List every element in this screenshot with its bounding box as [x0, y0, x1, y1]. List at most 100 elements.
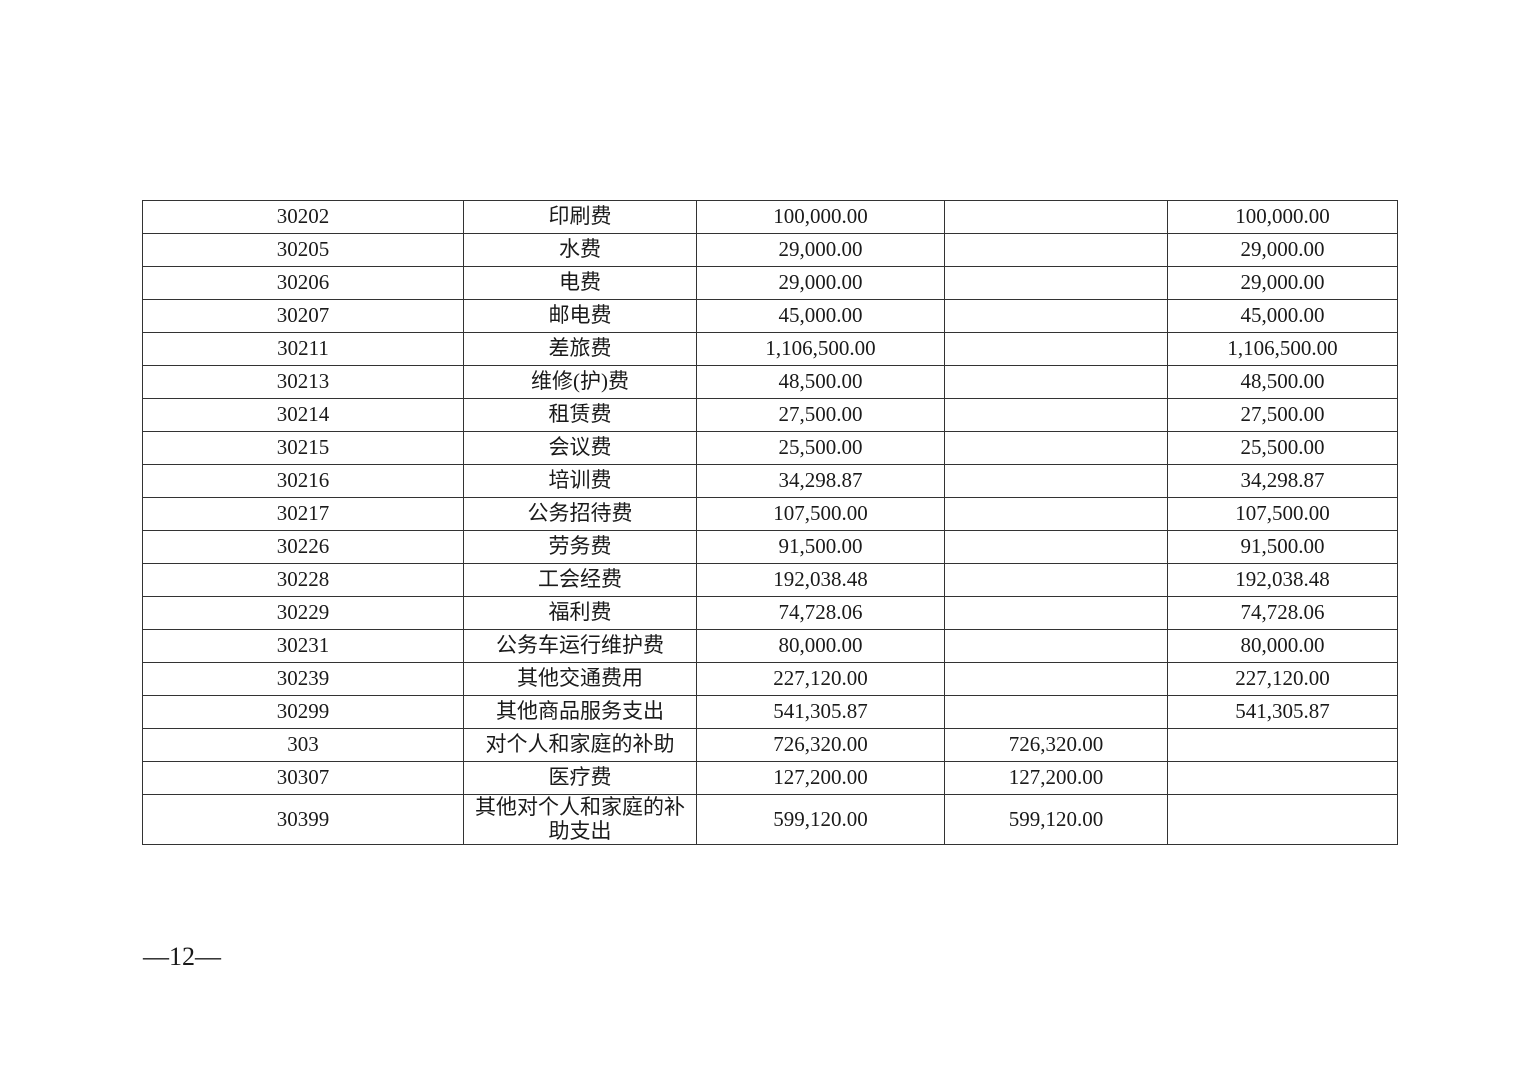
item-name-cell: 其他交通费用	[463, 662, 697, 696]
amount-cell-3	[1167, 761, 1398, 795]
page-number: —12—	[143, 942, 221, 971]
amount-cell-3: 80,000.00	[1167, 629, 1398, 663]
item-name-cell: 培训费	[463, 464, 697, 498]
amount-cell-1: 541,305.87	[696, 695, 945, 729]
code-cell: 30202	[142, 200, 464, 234]
code-cell: 30207	[142, 299, 464, 333]
table-row: 30307 医疗费 127,200.00 127,200.00	[142, 761, 1398, 795]
amount-cell-3: 34,298.87	[1167, 464, 1398, 498]
amount-cell-3: 91,500.00	[1167, 530, 1398, 564]
item-name-cell: 其他商品服务支出	[463, 695, 697, 729]
item-name-cell: 租赁费	[463, 398, 697, 432]
amount-cell-2: 599,120.00	[944, 793, 1168, 846]
code-cell: 30229	[142, 596, 464, 630]
amount-cell-3	[1167, 793, 1398, 846]
amount-cell-3: 27,500.00	[1167, 398, 1398, 432]
amount-cell-1: 1,106,500.00	[696, 332, 945, 366]
table-row: 30299 其他商品服务支出 541,305.87 541,305.87	[142, 695, 1398, 729]
amount-cell-1: 48,500.00	[696, 365, 945, 399]
amount-cell-3	[1167, 728, 1398, 762]
amount-cell-3: 45,000.00	[1167, 299, 1398, 333]
code-cell: 30211	[142, 332, 464, 366]
code-cell: 30205	[142, 233, 464, 267]
amount-cell-2: 127,200.00	[944, 761, 1168, 795]
code-cell: 30226	[142, 530, 464, 564]
amount-cell-1: 227,120.00	[696, 662, 945, 696]
amount-cell-1: 29,000.00	[696, 266, 945, 300]
amount-cell-1: 726,320.00	[696, 728, 945, 762]
amount-cell-2	[944, 431, 1168, 465]
amount-cell-3: 29,000.00	[1167, 233, 1398, 267]
item-name-cell: 电费	[463, 266, 697, 300]
item-name-cell: 水费	[463, 233, 697, 267]
amount-cell-3: 1,106,500.00	[1167, 332, 1398, 366]
code-cell: 30399	[142, 793, 464, 846]
code-cell: 30215	[142, 431, 464, 465]
table-row: 30399 其他对个人和家庭的补助支出 599,120.00 599,120.00	[142, 793, 1398, 846]
item-name-cell: 公务车运行维护费	[463, 629, 697, 663]
expenditure-table: 30202 印刷费 100,000.00 100,000.00 30205 水费 29,00…	[142, 200, 1398, 846]
code-cell: 30231	[142, 629, 464, 663]
amount-cell-2	[944, 497, 1168, 531]
amount-cell-1: 29,000.00	[696, 233, 945, 267]
table-row: 30228 工会经费 192,038.48 192,038.48	[142, 563, 1398, 597]
item-name-cell: 差旅费	[463, 332, 697, 366]
amount-cell-2: 726,320.00	[944, 728, 1168, 762]
item-name-cell: 维修(护)费	[463, 365, 697, 399]
amount-cell-2	[944, 563, 1168, 597]
amount-cell-2	[944, 200, 1168, 234]
item-name-cell: 福利费	[463, 596, 697, 630]
item-name-cell: 对个人和家庭的补助	[463, 728, 697, 762]
code-cell: 30299	[142, 695, 464, 729]
amount-cell-1: 91,500.00	[696, 530, 945, 564]
amount-cell-1: 34,298.87	[696, 464, 945, 498]
code-cell: 30206	[142, 266, 464, 300]
table-row: 30214 租赁费 27,500.00 27,500.00	[142, 398, 1398, 432]
code-cell: 303	[142, 728, 464, 762]
table-row: 30206 电费 29,000.00 29,000.00	[142, 266, 1398, 300]
amount-cell-3: 48,500.00	[1167, 365, 1398, 399]
amount-cell-2	[944, 398, 1168, 432]
amount-cell-1: 80,000.00	[696, 629, 945, 663]
amount-cell-2	[944, 299, 1168, 333]
amount-cell-3: 227,120.00	[1167, 662, 1398, 696]
item-name-cell: 邮电费	[463, 299, 697, 333]
amount-cell-2	[944, 332, 1168, 366]
amount-cell-2	[944, 464, 1168, 498]
table-row: 30226 劳务费 91,500.00 91,500.00	[142, 530, 1398, 564]
code-cell: 30239	[142, 662, 464, 696]
amount-cell-3: 541,305.87	[1167, 695, 1398, 729]
amount-cell-1: 27,500.00	[696, 398, 945, 432]
code-cell: 30307	[142, 761, 464, 795]
amount-cell-2	[944, 266, 1168, 300]
table-row: 30213 维修(护)费 48,500.00 48,500.00	[142, 365, 1398, 399]
item-name-cell: 工会经费	[463, 563, 697, 597]
amount-cell-1: 100,000.00	[696, 200, 945, 234]
amount-cell-1: 107,500.00	[696, 497, 945, 531]
table-row: 303 对个人和家庭的补助 726,320.00 726,320.00	[142, 728, 1398, 762]
code-cell: 30213	[142, 365, 464, 399]
amount-cell-1: 25,500.00	[696, 431, 945, 465]
amount-cell-2	[944, 662, 1168, 696]
amount-cell-3: 29,000.00	[1167, 266, 1398, 300]
amount-cell-1: 74,728.06	[696, 596, 945, 630]
amount-cell-3: 192,038.48	[1167, 563, 1398, 597]
table-body: 30202 印刷费 100,000.00 100,000.00 30205 水费 29,00…	[142, 200, 1398, 846]
item-name-cell: 会议费	[463, 431, 697, 465]
item-name-cell: 印刷费	[463, 200, 697, 234]
amount-cell-2	[944, 530, 1168, 564]
table-row: 30207 邮电费 45,000.00 45,000.00	[142, 299, 1398, 333]
table-row: 30215 会议费 25,500.00 25,500.00	[142, 431, 1398, 465]
code-cell: 30214	[142, 398, 464, 432]
table-row: 30217 公务招待费 107,500.00 107,500.00	[142, 497, 1398, 531]
amount-cell-1: 192,038.48	[696, 563, 945, 597]
amount-cell-1: 599,120.00	[696, 793, 945, 846]
amount-cell-2	[944, 629, 1168, 663]
amount-cell-3: 100,000.00	[1167, 200, 1398, 234]
amount-cell-1: 45,000.00	[696, 299, 945, 333]
item-name-cell: 其他对个人和家庭的补助支出	[463, 793, 697, 846]
amount-cell-1: 127,200.00	[696, 761, 945, 795]
code-cell: 30216	[142, 464, 464, 498]
table-row: 30239 其他交通费用 227,120.00 227,120.00	[142, 662, 1398, 696]
